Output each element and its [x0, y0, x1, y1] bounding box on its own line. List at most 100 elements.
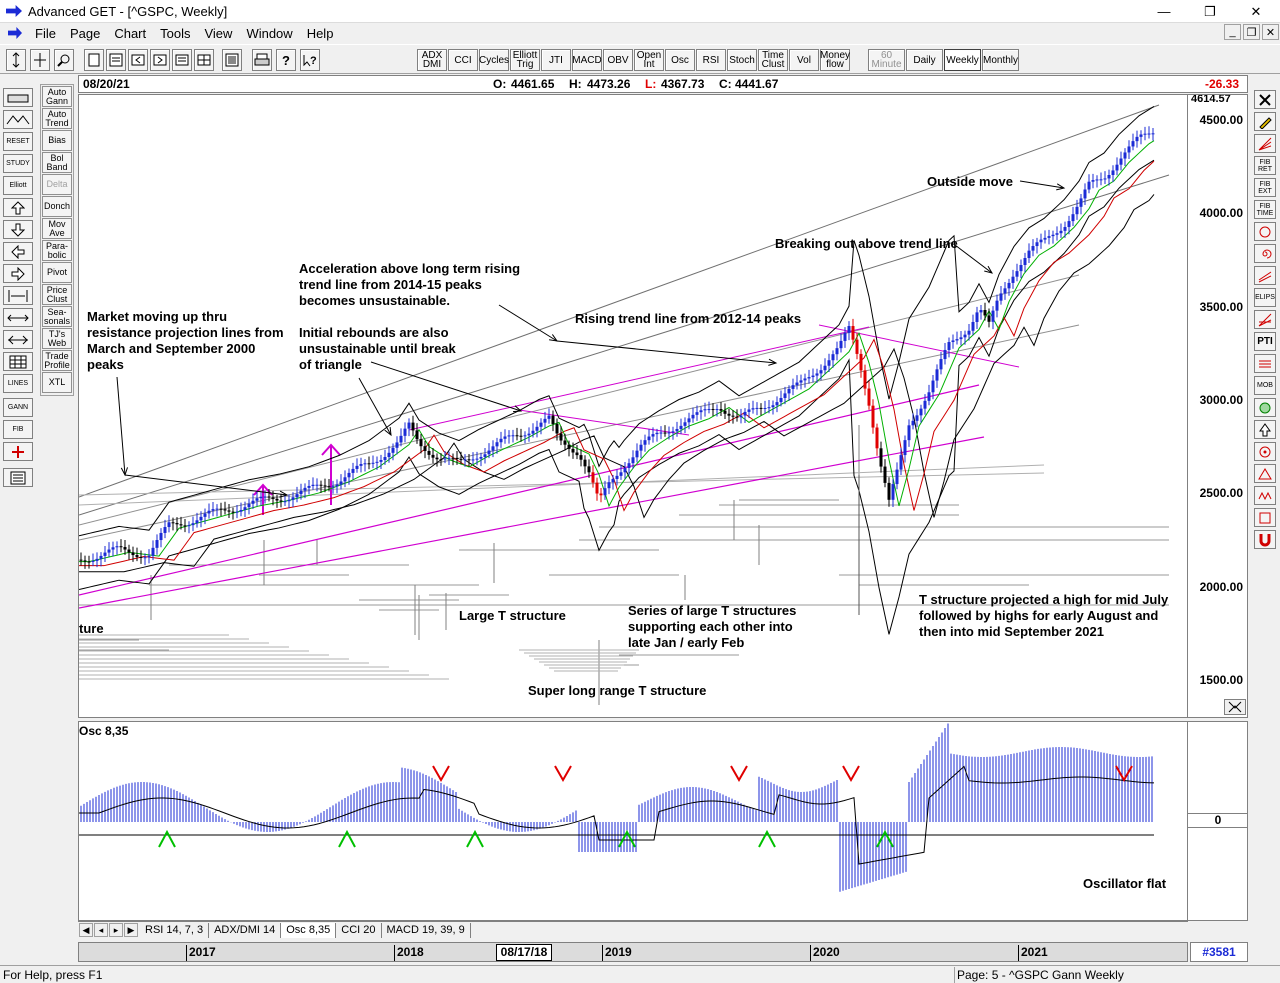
- speed-lines-tool[interactable]: [1254, 310, 1276, 329]
- ellipse-tool[interactable]: ELIPS: [1254, 288, 1276, 307]
- pointer-tool-button[interactable]: [6, 49, 26, 71]
- indicator-open-int-button[interactable]: Open Int: [634, 49, 664, 71]
- study-seasonals[interactable]: Sea-sonals: [42, 306, 72, 327]
- pencil-tool[interactable]: [1254, 112, 1276, 131]
- arrow-right-tool[interactable]: [3, 264, 33, 283]
- add-tool[interactable]: [3, 442, 33, 461]
- study-auto-gann[interactable]: Auto Gann: [42, 86, 72, 107]
- study-price-clust[interactable]: Price Clust: [42, 284, 72, 305]
- minimize-button[interactable]: —: [1157, 4, 1171, 19]
- fan-tool[interactable]: [1254, 134, 1276, 153]
- gauge-tool[interactable]: [3, 88, 33, 107]
- tab-last-button[interactable]: ▶: [124, 923, 138, 937]
- indicator-cycles-button[interactable]: Cycles: [479, 49, 509, 71]
- fib-circle-tool[interactable]: [1254, 222, 1276, 241]
- fib-time-tool[interactable]: FIB TIME: [1254, 200, 1276, 219]
- indicator-jti-button[interactable]: JTI: [541, 49, 571, 71]
- help-button[interactable]: ?: [276, 49, 296, 71]
- arrow-left-tool[interactable]: [3, 242, 33, 261]
- delete-line-tool[interactable]: [1254, 90, 1276, 109]
- mdi-restore-button[interactable]: ❐: [1243, 24, 1260, 40]
- price-chart-panel[interactable]: 4614.57 4500.00 4000.00 3500.00 3000.00 …: [78, 94, 1248, 718]
- zigzag-tool[interactable]: [3, 110, 33, 129]
- magnet-tool[interactable]: [1254, 530, 1276, 549]
- mob-tool[interactable]: MOB: [1254, 376, 1276, 395]
- notes-tool[interactable]: [3, 468, 33, 487]
- document-icon[interactable]: [8, 27, 22, 39]
- fib-ext-tool[interactable]: FIB EXT: [1254, 178, 1276, 197]
- price-chart-canvas[interactable]: [79, 95, 1189, 718]
- time-axis[interactable]: 2017 2018 2019 2020 2021 08/17/18: [78, 942, 1188, 962]
- cursor-tool-button[interactable]: [30, 49, 50, 71]
- grid-tool[interactable]: [3, 352, 33, 371]
- mdi-minimize-button[interactable]: _: [1224, 24, 1241, 40]
- tab-prev-button[interactable]: ◂: [94, 923, 108, 937]
- indicator-vol-button[interactable]: Vol: [789, 49, 819, 71]
- chart-next-button[interactable]: [150, 49, 170, 71]
- open-page-button[interactable]: [106, 49, 126, 71]
- study-auto-trend[interactable]: Auto Trend: [42, 108, 72, 129]
- study-tool[interactable]: STUDY: [3, 154, 33, 173]
- tab-cci[interactable]: CCI 20: [336, 922, 382, 938]
- scroll-tool[interactable]: [3, 330, 33, 349]
- tab-adx-dmi[interactable]: ADX/DMI 14: [209, 922, 282, 938]
- study-pivot[interactable]: Pivot: [42, 262, 72, 283]
- tab-rsi[interactable]: RSI 14, 7, 3: [140, 922, 210, 938]
- indicator-osc-button[interactable]: Osc: [665, 49, 695, 71]
- oscillator-panel[interactable]: Osc 8,35 Oscillator flat 0: [78, 721, 1248, 921]
- grid-lines-tool[interactable]: [1254, 354, 1276, 373]
- study-bias[interactable]: Bias: [42, 130, 72, 151]
- print-button[interactable]: [252, 49, 272, 71]
- study-parabolic[interactable]: Para-bolic: [42, 240, 72, 261]
- mdi-close-button[interactable]: ✕: [1262, 24, 1279, 40]
- wave-tool[interactable]: [1254, 486, 1276, 505]
- menu-window[interactable]: Window: [246, 25, 293, 41]
- indicator-money-flow-button[interactable]: Money flow: [820, 49, 851, 71]
- menu-page[interactable]: Page: [69, 25, 101, 41]
- indicator-time-clust-button[interactable]: Time Clust: [758, 49, 788, 71]
- reset-tool[interactable]: RESET: [3, 132, 33, 151]
- indicator-macd-button[interactable]: MACD: [572, 49, 602, 71]
- scale-toggle-button[interactable]: [1224, 699, 1246, 715]
- fib-ret-tool[interactable]: FIB RET: [1254, 156, 1276, 175]
- period-daily-button[interactable]: Daily: [906, 49, 943, 71]
- close-button[interactable]: ✕: [1250, 3, 1262, 19]
- menu-file[interactable]: File: [35, 25, 56, 41]
- globe-tool[interactable]: [1254, 398, 1276, 417]
- chart-grid-button[interactable]: [194, 49, 214, 71]
- study-xtl[interactable]: XTL: [42, 372, 72, 393]
- indicator-rsi-button[interactable]: RSI: [696, 49, 726, 71]
- tab-next-button[interactable]: ▸: [109, 923, 123, 937]
- chart-list-button[interactable]: [172, 49, 192, 71]
- restore-button[interactable]: ❐: [1204, 3, 1216, 19]
- fib-tool[interactable]: FIB: [3, 420, 33, 439]
- menu-help[interactable]: Help: [306, 25, 334, 41]
- study-delta[interactable]: Delta: [42, 174, 72, 195]
- tab-osc[interactable]: Osc 8,35: [281, 922, 337, 938]
- arrow-up-marker-tool[interactable]: [1254, 420, 1276, 439]
- oscillator-canvas[interactable]: [79, 722, 1189, 921]
- channel-tool[interactable]: [1254, 266, 1276, 285]
- pti-tool[interactable]: PTI: [1254, 332, 1276, 351]
- indicator-adx-dmi-button[interactable]: ADX DMI: [417, 49, 447, 71]
- new-page-button[interactable]: [84, 49, 104, 71]
- elliott-tool[interactable]: Elliott: [3, 176, 33, 195]
- menu-tools[interactable]: Tools: [160, 25, 191, 41]
- study-mov-ave[interactable]: Mov Ave: [42, 218, 72, 239]
- period-60-minute-button[interactable]: 60 Minute: [868, 49, 905, 71]
- study-donch[interactable]: Donch: [42, 196, 72, 217]
- tab-first-button[interactable]: ◀: [79, 923, 93, 937]
- period-monthly-button[interactable]: Monthly: [982, 49, 1019, 71]
- spiral-tool[interactable]: [1254, 244, 1276, 263]
- study-bol-band[interactable]: Bol Band: [42, 152, 72, 173]
- cycle-tool[interactable]: [1254, 442, 1276, 461]
- compress-tool[interactable]: [3, 286, 33, 305]
- menu-view[interactable]: View: [204, 25, 233, 41]
- tab-macd[interactable]: MACD 19, 39, 9: [382, 922, 471, 938]
- study-tjs-web[interactable]: TJ's Web: [42, 328, 72, 349]
- indicator-stoch-button[interactable]: Stoch: [727, 49, 757, 71]
- arrow-down-tool[interactable]: [3, 220, 33, 239]
- indicator-elliott-trig-button[interactable]: Elliott Trig: [510, 49, 540, 71]
- chart-prev-button[interactable]: [128, 49, 148, 71]
- indicator-obv-button[interactable]: OBV: [603, 49, 633, 71]
